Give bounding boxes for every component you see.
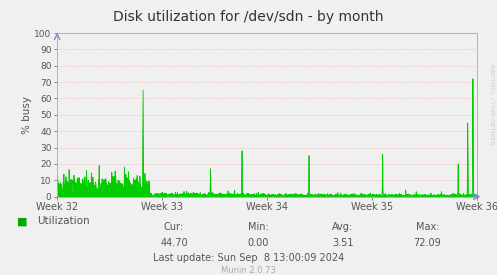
- Text: RRDTOOL / TOBI OETIKER: RRDTOOL / TOBI OETIKER: [490, 64, 495, 145]
- Text: Avg:: Avg:: [332, 222, 353, 232]
- Text: 72.09: 72.09: [414, 238, 441, 248]
- Text: Utilization: Utilization: [37, 216, 90, 226]
- Text: ■: ■: [17, 216, 28, 226]
- Text: 3.51: 3.51: [332, 238, 354, 248]
- Y-axis label: % busy: % busy: [21, 96, 32, 134]
- Text: 0.00: 0.00: [248, 238, 269, 248]
- Text: 44.70: 44.70: [160, 238, 188, 248]
- Text: Last update: Sun Sep  8 13:00:09 2024: Last update: Sun Sep 8 13:00:09 2024: [153, 253, 344, 263]
- Text: Disk utilization for /dev/sdn - by month: Disk utilization for /dev/sdn - by month: [113, 10, 384, 24]
- Text: Max:: Max:: [415, 222, 439, 232]
- Text: Cur:: Cur:: [164, 222, 184, 232]
- Text: Min:: Min:: [248, 222, 269, 232]
- Text: Munin 2.0.73: Munin 2.0.73: [221, 266, 276, 274]
